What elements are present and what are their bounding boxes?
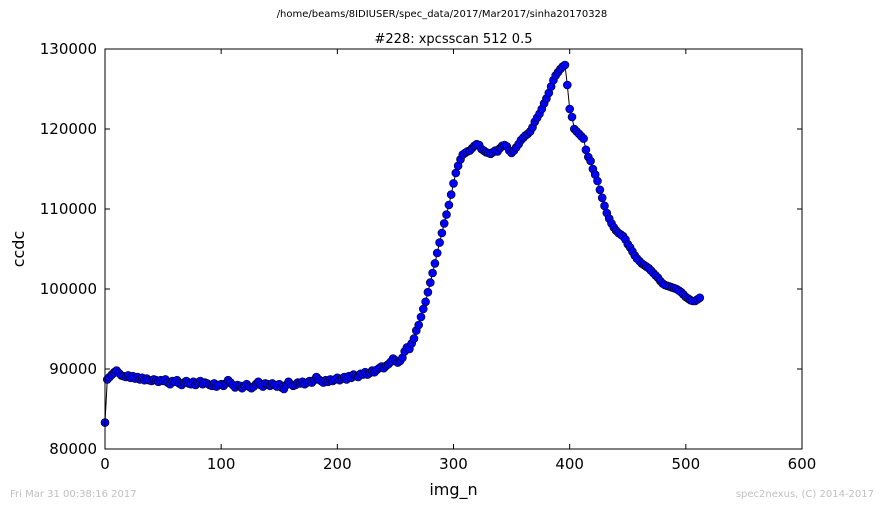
data-point [595,185,605,195]
data-point [432,248,442,258]
x-tick-label: 500 [672,455,701,473]
data-point [565,104,575,114]
data-point [560,60,570,70]
y-tick-label: 100000 [40,280,97,298]
x-axis: 0 100 200 300 400 500 600 [100,49,816,473]
x-tick-label: 100 [207,455,236,473]
footer-credit: spec2nexus, (C) 2014-2017 [735,489,874,500]
data-point [444,200,454,210]
figure-suptitle: /home/beams/8IDIUSER/spec_data/2017/Mar2… [276,9,608,20]
data-point [451,168,461,178]
footer-timestamp: Fri Mar 31 00:38:16 2017 [10,489,137,500]
x-tick-label: 300 [439,455,468,473]
data-point [562,80,572,90]
x-tick-label: 600 [788,455,817,473]
y-tick-label: 130000 [40,40,97,58]
data-point [442,210,451,219]
data-point [579,134,588,143]
x-tick-label: 0 [100,455,110,473]
series-line [104,64,701,423]
data-point [446,190,456,199]
data-point [414,320,424,330]
data-point [435,238,444,247]
y-tick-label: 110000 [40,200,97,218]
data-point [437,228,447,238]
chart-title: #228: xpcsscan 512 0.5 [375,32,533,47]
data-point [416,312,426,322]
x-axis-label: img_n [429,480,477,500]
x-tick-label: 400 [555,455,584,473]
data-point [695,293,705,303]
data-point [425,278,435,287]
data-point [593,176,602,186]
data-point [428,268,437,278]
y-tick-label: 120000 [40,120,97,138]
x-tick-label: 200 [323,455,352,473]
y-axis: 80000 90000 100000 110000 120000 130000 [40,40,802,458]
data-point [439,219,449,228]
series-points-layer [100,60,705,427]
y-axis-label: ccdc [9,231,28,268]
data-point [409,334,419,343]
data-point [449,179,458,188]
data-point [421,297,430,307]
data-point [600,201,609,211]
data-point [586,156,595,166]
data-point [597,193,607,203]
data-point [567,112,577,122]
series-line-layer [104,64,701,423]
data-point [423,287,433,297]
data-point [430,259,440,268]
data-point [418,304,428,314]
y-tick-label: 80000 [49,440,97,458]
data-point [581,145,591,155]
y-tick-label: 90000 [49,360,97,378]
